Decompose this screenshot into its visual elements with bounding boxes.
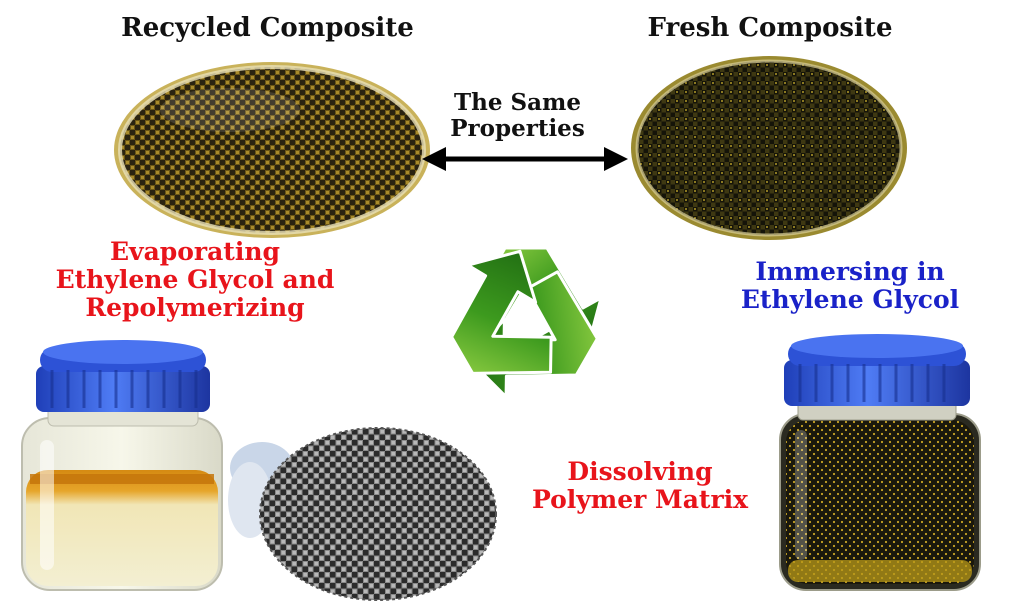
- same-properties-line2: Properties: [450, 114, 585, 142]
- same-properties-line1: The Same: [454, 89, 581, 116]
- evaporating-line3: Repolymerizing: [85, 293, 305, 322]
- evaporating-label: Evaporating Ethylene Glycol and Repolyme…: [20, 238, 370, 322]
- dissolving-label: Dissolving Polymer Matrix: [505, 458, 775, 514]
- immersing-label: Immersing in Ethylene Glycol: [700, 258, 1000, 314]
- fresh-composite-title: Fresh Composite: [647, 13, 893, 43]
- immersing-line2: Ethylene Glycol: [740, 285, 960, 314]
- evaporating-line2: Ethylene Glycol and: [55, 265, 335, 294]
- immersion-jar: [779, 334, 981, 591]
- recycle-icon: [450, 246, 603, 399]
- immersing-line1: Immersing in: [755, 257, 945, 286]
- evaporating-line1: Evaporating: [109, 237, 280, 266]
- jar-cap-right: [784, 334, 970, 406]
- recycled-composite-disc: [114, 62, 430, 238]
- same-properties-label: The Same Properties: [420, 90, 615, 142]
- dissolving-line2: Polymer Matrix: [531, 485, 749, 514]
- recycled-composite-title: Recycled Composite: [121, 13, 414, 43]
- double-arrow-icon: [422, 147, 628, 171]
- dissolved-fabric: [228, 427, 497, 601]
- evaporation-jar: [21, 340, 223, 591]
- dissolving-line1: Dissolving: [567, 457, 713, 486]
- fresh-composite-disc: [631, 56, 907, 240]
- jar-cap-left: [36, 340, 210, 412]
